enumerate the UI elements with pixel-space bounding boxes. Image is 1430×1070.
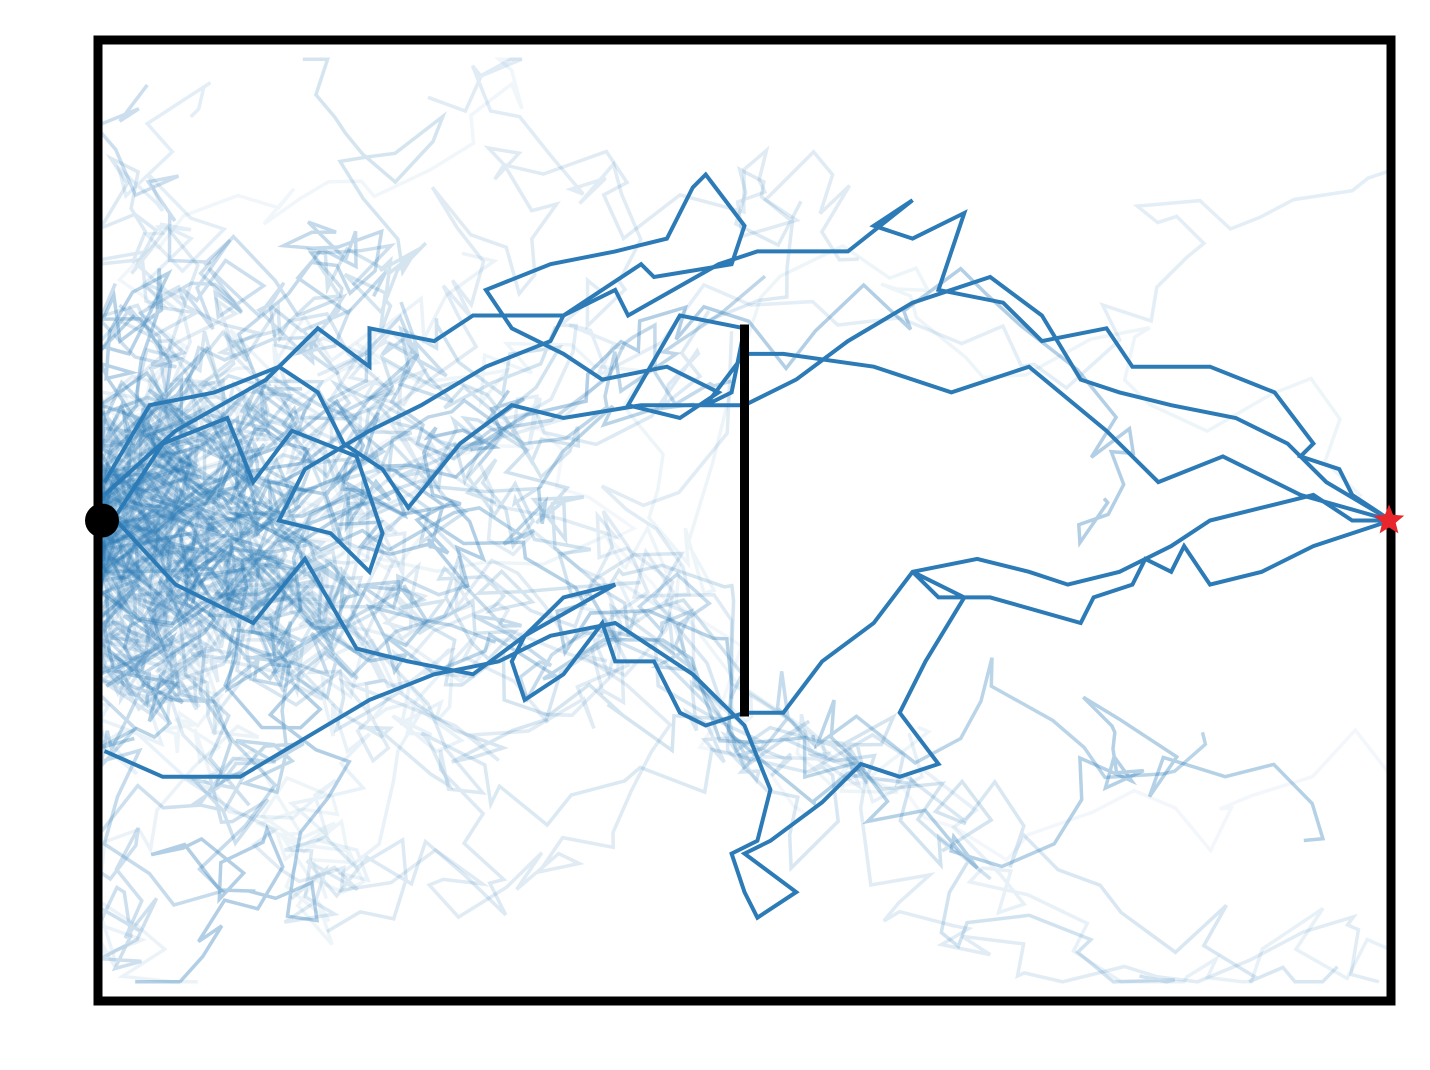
- faded-trajectory: [104, 421, 1390, 863]
- faded-trajectory: [98, 81, 228, 558]
- faded-trajectory: [103, 57, 643, 724]
- faded-trajectory: [103, 336, 407, 654]
- trajectory-line: [103, 198, 1393, 523]
- faded-trajectory: [98, 301, 454, 539]
- faded-trajectory: [95, 453, 1326, 870]
- faded-trajectory: [98, 234, 396, 620]
- faded-trajectory: [104, 553, 808, 828]
- faded-trajectory: [103, 486, 470, 701]
- faded-trajectory: [98, 243, 1363, 604]
- faded-trajectory: [98, 347, 485, 544]
- faded-trajectory: [103, 407, 534, 585]
- faded-trajectory: [98, 469, 352, 984]
- goal-star-marker: [1373, 504, 1405, 534]
- faded-trajectory: [98, 486, 508, 934]
- faded-trajectory: [95, 407, 362, 656]
- faded-trajectory: [104, 505, 1339, 984]
- faded-trajectory: [98, 274, 767, 584]
- faded-trajectory: [98, 536, 673, 920]
- faded-trajectory: [102, 322, 733, 505]
- faded-trajectory: [97, 473, 250, 723]
- faded-trajectory: [104, 518, 736, 715]
- faded-trajectory: [98, 510, 650, 706]
- faded-trajectory: [97, 507, 465, 883]
- faded-trajectory: [98, 473, 994, 853]
- faded-trajectory: [98, 220, 388, 591]
- primary-trajectories: [102, 171, 1393, 921]
- faded-trajectory: [104, 537, 1208, 780]
- faded-trajectory: [103, 469, 933, 795]
- trajectory-line: [102, 171, 1392, 576]
- faded-trajectory: [98, 489, 366, 946]
- trajectory-line: [103, 492, 1391, 728]
- faded-trajectory: [103, 57, 447, 573]
- faded-trajectory: [98, 457, 320, 795]
- faded-trajectory: [103, 514, 793, 785]
- faded-trajectory: [95, 483, 330, 736]
- faded-trajectory: [104, 402, 695, 615]
- faded-trajectory: [98, 57, 524, 526]
- faded-trajectory: [98, 83, 267, 530]
- faded-trajectory: [98, 284, 473, 522]
- faded-trajectory: [102, 401, 745, 699]
- faded-trajectory: [98, 382, 869, 783]
- faded-trajectory: [96, 153, 274, 591]
- faded-trajectory: [97, 529, 278, 908]
- faded-trajectory: [95, 373, 425, 681]
- faded-trajectory: [98, 392, 497, 644]
- faded-trajectory: [98, 145, 859, 476]
- faded-trajectory: [101, 331, 734, 694]
- faded-trajectory: [96, 473, 247, 708]
- faded-trajectory: [104, 266, 1136, 548]
- faded-trajectory: [103, 354, 581, 550]
- trajectory-line: [102, 274, 1393, 523]
- faded-trajectory: [96, 379, 300, 601]
- faded-trajectory: [98, 376, 1176, 984]
- faded-trajectory: [98, 411, 1380, 984]
- faded-trajectory: [96, 268, 260, 629]
- faded-trajectory: [102, 318, 564, 530]
- start-marker: [85, 503, 119, 538]
